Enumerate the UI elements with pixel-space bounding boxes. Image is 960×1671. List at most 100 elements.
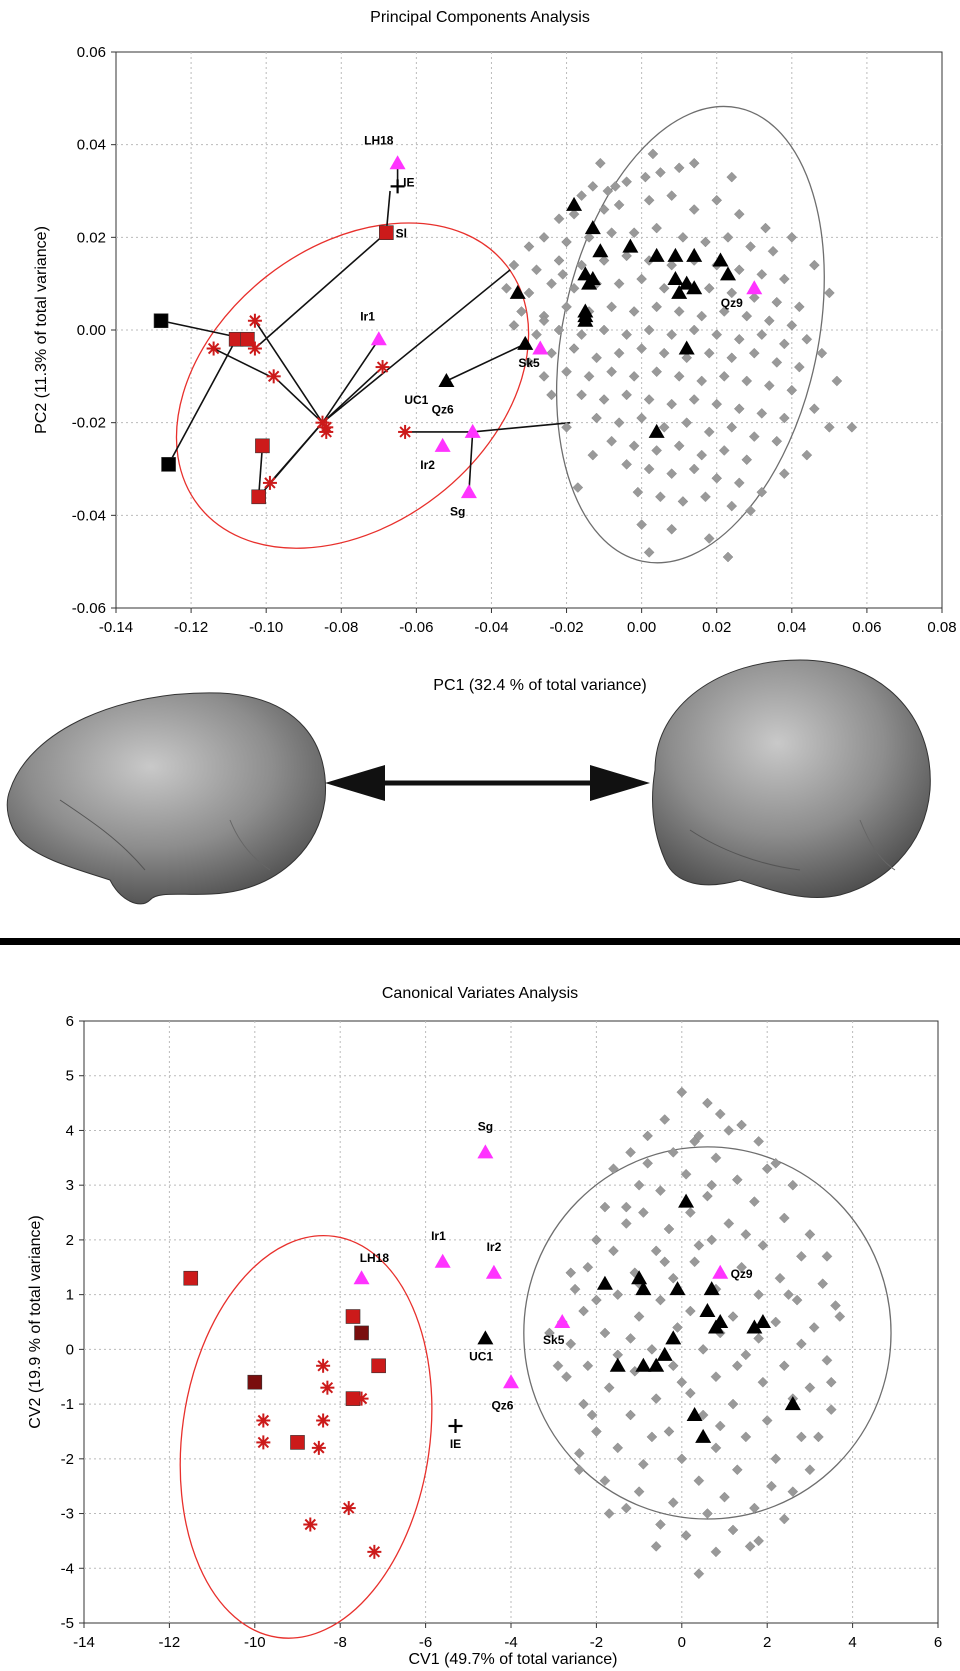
cva-x-ticks: -14 -12 -10 -8 -6 -4 -2 0 2 4 6 <box>73 1634 942 1651</box>
sample-point <box>587 449 599 461</box>
sample-point <box>831 375 843 387</box>
sample-point <box>625 1333 636 1344</box>
red-square-point <box>255 438 270 454</box>
sample-point <box>733 403 745 415</box>
point-label: Sg <box>450 504 465 518</box>
black-triangle-point <box>648 423 665 438</box>
pca-links <box>160 163 571 498</box>
sample-point <box>711 472 723 484</box>
sample-point <box>561 421 572 433</box>
sample-point <box>783 1289 794 1300</box>
black-triangle-point <box>667 247 684 262</box>
sample-point <box>726 171 738 183</box>
sample-point <box>633 1311 645 1322</box>
sample-point <box>731 1360 743 1372</box>
x-tick-label: -0.06 <box>399 619 433 636</box>
sample-point <box>787 1179 799 1191</box>
sample-point <box>651 366 663 378</box>
x-tick-label: 0.06 <box>852 619 881 636</box>
sample-point <box>632 486 644 498</box>
sample-point <box>659 1114 671 1125</box>
sample-point <box>703 347 715 359</box>
sample-point <box>688 157 700 169</box>
sample-point <box>771 296 783 308</box>
black-triangle-point <box>669 1281 686 1296</box>
black-triangle-point <box>703 1281 720 1296</box>
sample-point <box>700 491 711 503</box>
sample-point <box>546 347 557 359</box>
sample-point <box>817 1278 829 1290</box>
magenta-triangle-point <box>503 1374 519 1389</box>
sample-point <box>733 264 745 276</box>
sample-point <box>778 1212 790 1224</box>
sample-point <box>591 412 602 424</box>
sample-point <box>700 236 711 248</box>
magenta-triangle-point <box>353 1270 370 1285</box>
sample-point <box>553 213 565 225</box>
sample-point <box>667 1146 679 1158</box>
sample-point <box>636 519 647 530</box>
cva-title: Canonical Variates Analysis <box>382 985 578 1002</box>
tree-link <box>446 343 526 382</box>
black-triangle-point <box>577 312 594 327</box>
black-triangle-point <box>707 1319 724 1334</box>
sample-point <box>576 190 587 201</box>
sample-point <box>643 194 655 206</box>
sample-point <box>599 1327 611 1339</box>
sample-point <box>733 477 745 489</box>
sample-point <box>655 1185 666 1197</box>
x-tick-label: -8 <box>334 1634 347 1651</box>
sample-point <box>722 551 734 563</box>
sample-point <box>796 1431 807 1443</box>
sample-point <box>636 412 647 424</box>
sample-point <box>561 366 572 378</box>
sample-point <box>808 259 820 271</box>
point-label: Qz6 <box>432 402 454 416</box>
sample-point <box>787 1486 799 1498</box>
sample-point <box>516 306 527 317</box>
black-triangle-point <box>712 252 729 267</box>
sample-point <box>696 310 708 322</box>
sample-point <box>774 1272 786 1284</box>
cva-y-axis-label: CV2 (19.9 % of total variance) <box>27 1215 44 1428</box>
sample-point <box>767 245 779 257</box>
sample-point <box>573 1447 585 1459</box>
point-label: LH18 <box>364 134 394 148</box>
sample-point <box>650 1245 662 1257</box>
tree-link <box>254 232 387 350</box>
sample-point <box>568 208 580 220</box>
x-tick-label: -0.08 <box>324 619 358 636</box>
black-triangle-point <box>671 284 688 299</box>
black-triangle-point <box>517 335 534 350</box>
sample-point <box>676 1453 688 1465</box>
plus-point <box>448 1418 463 1433</box>
sample-point <box>625 1146 636 1158</box>
black-triangle-point <box>581 275 598 290</box>
x-tick-label: -0.02 <box>549 619 583 636</box>
sample-point <box>702 1190 713 1202</box>
x-tick-label: -12 <box>159 1634 181 1651</box>
sample-point <box>643 463 655 475</box>
point-label: Sl <box>396 226 407 240</box>
sample-point <box>625 1409 636 1421</box>
asterisk-point <box>303 1517 318 1532</box>
black-triangle-point <box>477 1330 494 1345</box>
point-label: Qz6 <box>491 1399 513 1413</box>
double-headed-arrow <box>325 765 650 801</box>
magenta-triangle-point <box>554 1314 571 1328</box>
sample-point <box>778 273 790 285</box>
asterisk-point <box>256 1435 271 1450</box>
red-square-point <box>379 225 394 240</box>
sample-point <box>553 255 565 266</box>
sample-point <box>544 1327 555 1339</box>
sample-point <box>821 1250 833 1262</box>
sample-point <box>821 1354 833 1366</box>
sample-point <box>749 1196 760 1207</box>
sample-point <box>650 1393 662 1404</box>
sample-point <box>703 426 715 438</box>
magenta-triangle-point <box>460 484 477 499</box>
sample-point <box>643 394 655 405</box>
sample-point <box>786 320 798 331</box>
point-label: UC1 <box>404 393 428 407</box>
pca-x-ticks: -0.14 -0.12 -0.10 -0.08 -0.06 -0.04 -0.02 0.00 0… <box>99 619 957 636</box>
